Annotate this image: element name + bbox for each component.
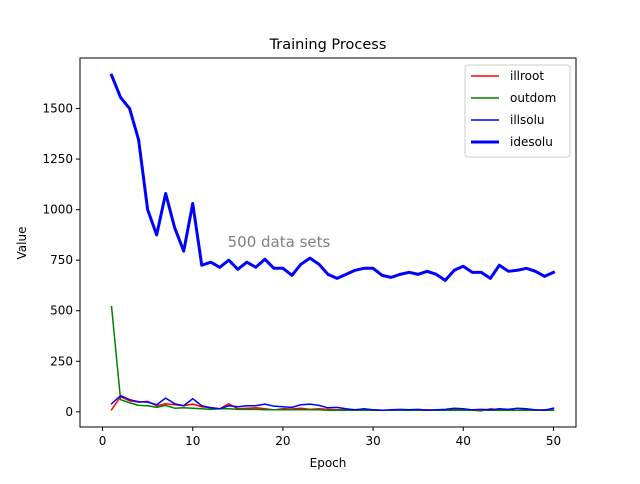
y-tick-label: 1250 [42, 152, 73, 166]
data-sets-annotation: 500 data sets [228, 233, 331, 251]
series-lines [109, 73, 556, 412]
y-tick-label: 750 [50, 253, 73, 267]
legend-label-idesolu: idesolu [510, 135, 553, 149]
x-tick-label: 10 [185, 434, 200, 448]
legend-label-outdom: outdom [510, 91, 556, 105]
x-axis-label: Epoch [310, 456, 347, 470]
y-axis-label: Value [15, 227, 29, 260]
chart-title: Training Process [269, 37, 387, 53]
y-tick-label: 1500 [42, 102, 73, 116]
series-line-illsolu [110, 394, 555, 411]
series-line-idesolu [109, 73, 556, 282]
legend-label-illroot: illroot [510, 69, 544, 83]
x-tick-label: 40 [456, 434, 471, 448]
x-tick-label: 30 [365, 434, 380, 448]
plot-frame [79, 57, 577, 428]
legend: illroot outdom illsolu idesolu [464, 64, 571, 158]
legend-label-illsolu: illsolu [510, 113, 545, 127]
y-tick-label: 0 [65, 405, 73, 419]
x-tick-label: 50 [546, 434, 561, 448]
y-tick-label: 500 [50, 304, 73, 318]
y-tick-label: 250 [50, 354, 73, 368]
legend-box [464, 64, 571, 158]
x-tick-label: 0 [99, 434, 107, 448]
y-tick-label: 1000 [42, 203, 73, 217]
x-tick-label: 20 [275, 434, 290, 448]
